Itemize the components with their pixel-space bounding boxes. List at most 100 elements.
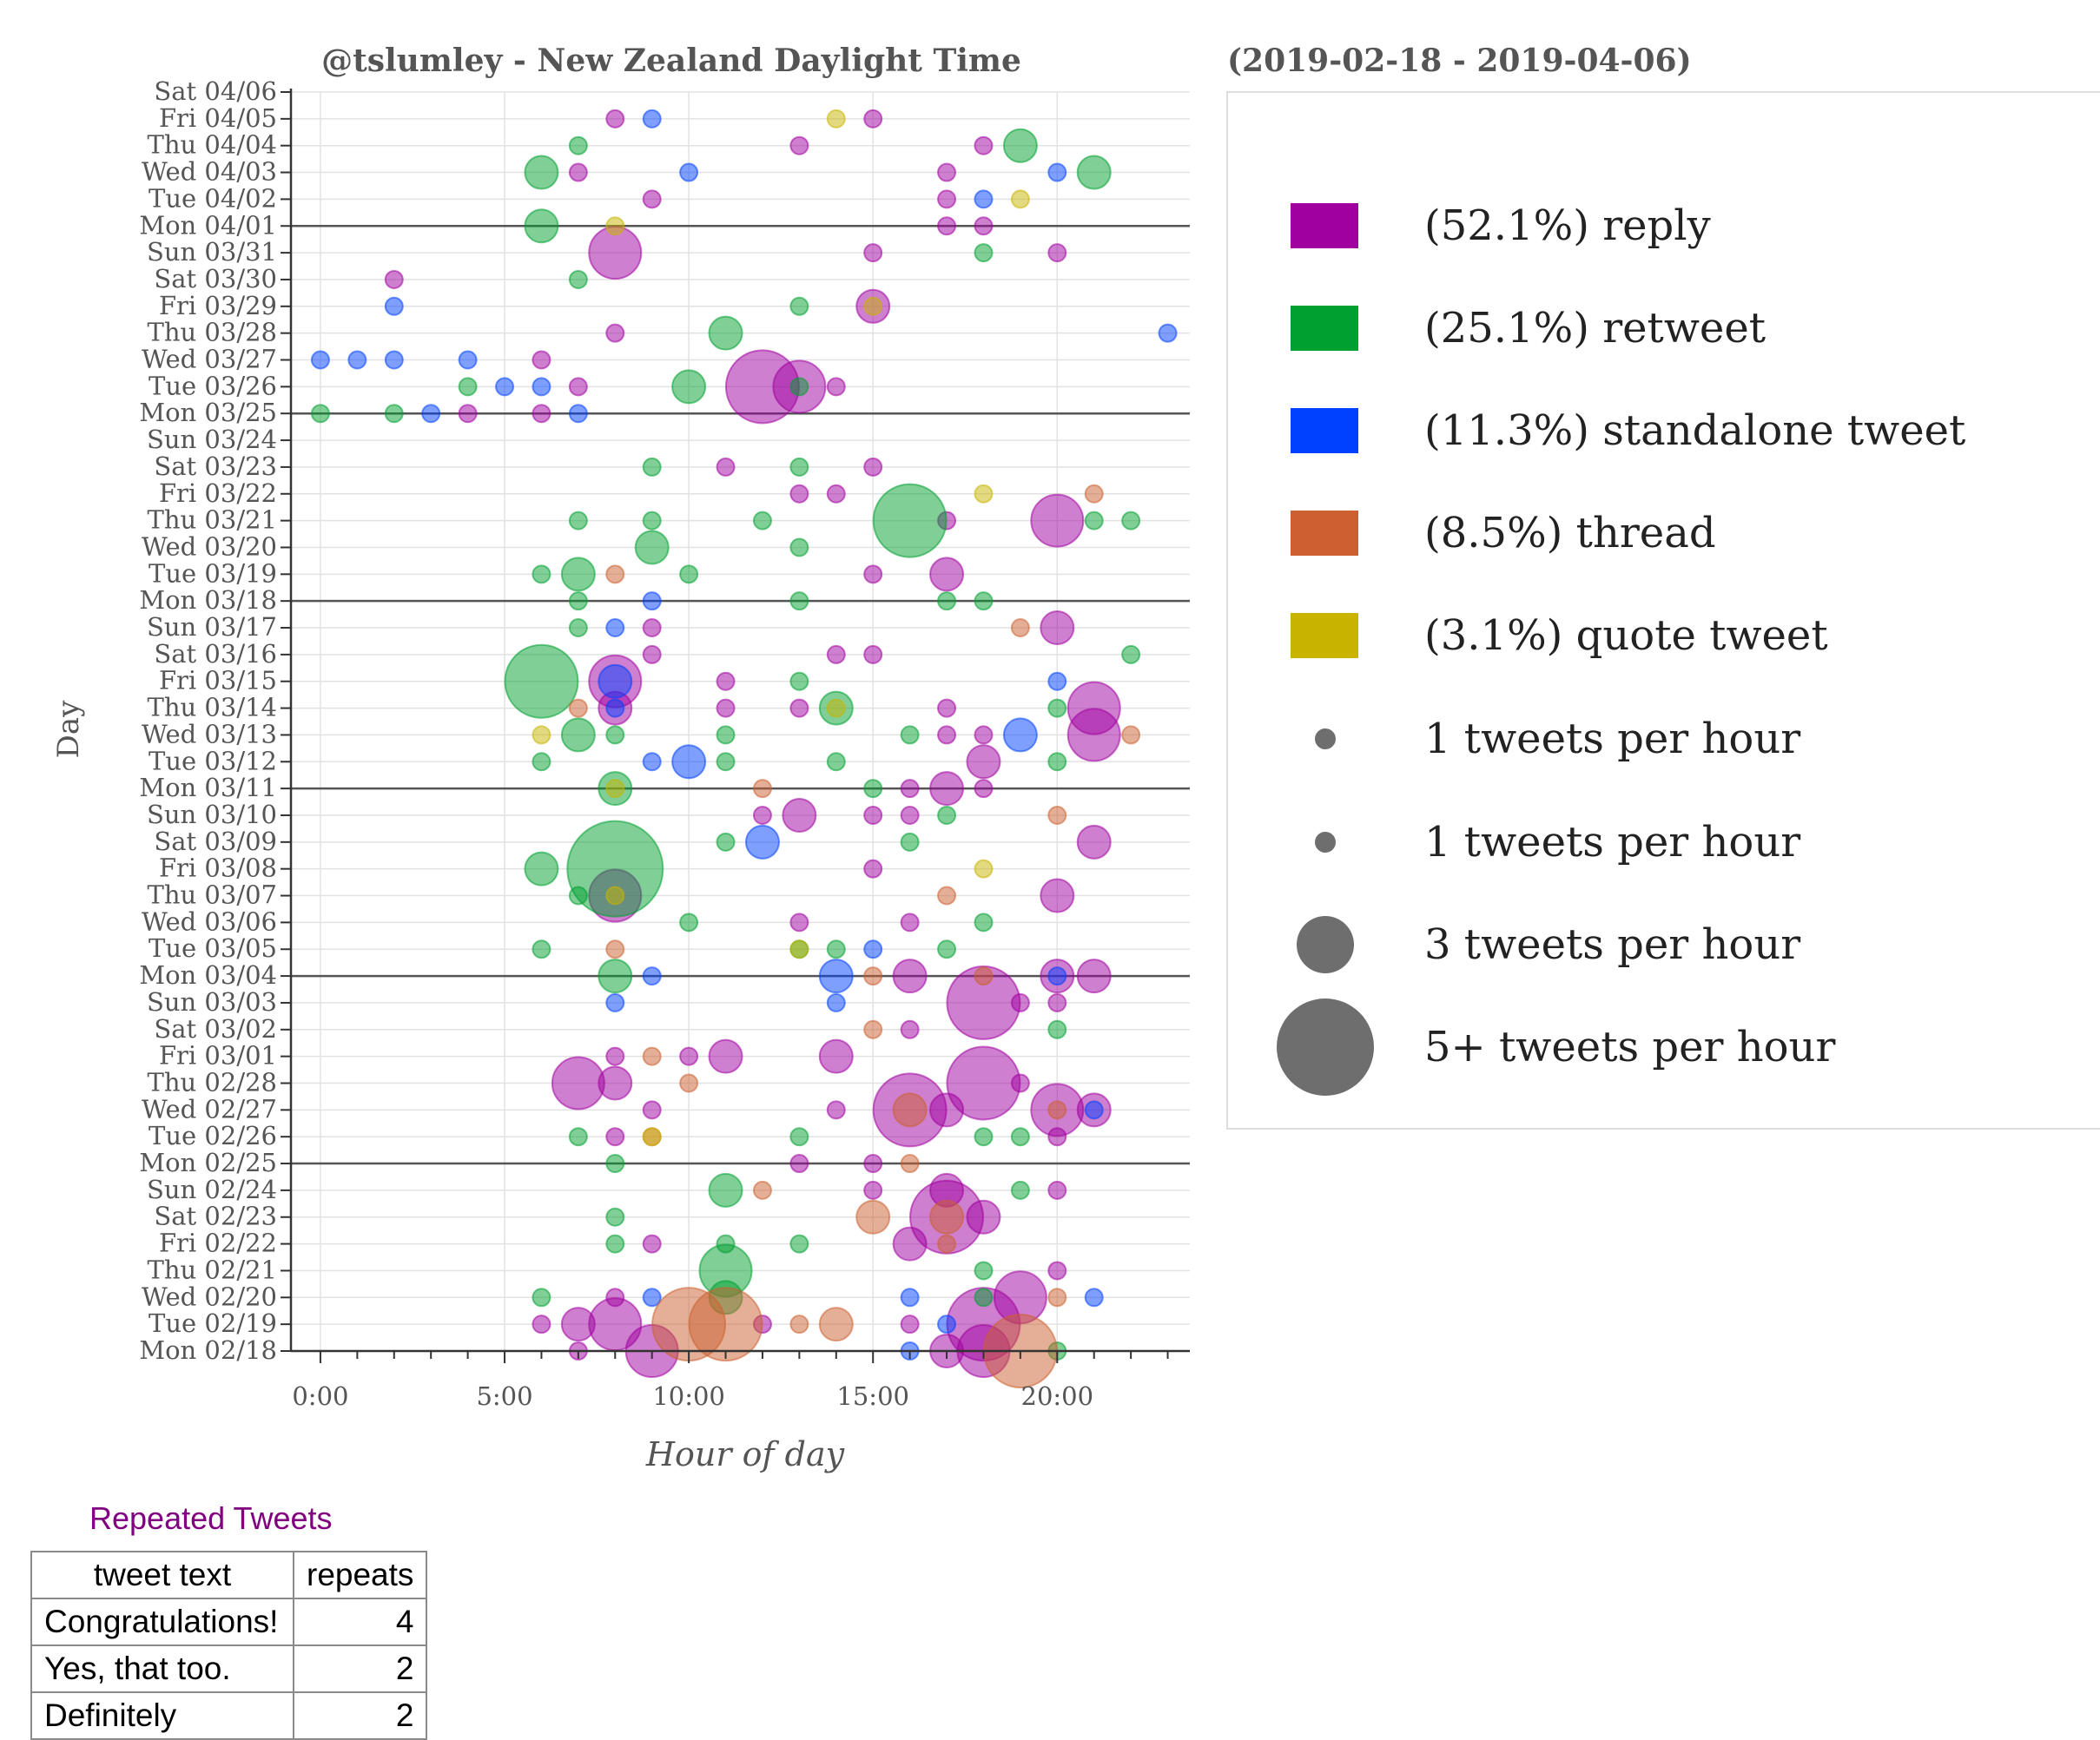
bubble-retweet — [458, 377, 478, 397]
bubble-retweet — [716, 752, 736, 772]
bubble-retweet — [568, 511, 588, 531]
bubble-retweet — [605, 1234, 625, 1254]
y-tick-label: Sun 03/10 — [147, 800, 277, 829]
bubble-reply — [532, 1315, 551, 1335]
legend-label-retweet: (25.1%) retweet — [1424, 304, 1766, 353]
bubble-reply — [1076, 959, 1112, 994]
legend-swatch-quote — [1291, 613, 1358, 658]
bubble-reply — [1040, 610, 1075, 646]
bubble-reply — [974, 216, 994, 236]
bubble-retweet — [974, 913, 994, 933]
y-tick-label: Tue 03/12 — [149, 746, 277, 775]
bubble-retweet — [974, 243, 994, 263]
y-tick-label: Fri 04/05 — [159, 103, 277, 133]
bubble-retweet — [560, 717, 596, 753]
table-row: Yes, that too. 2 — [30, 1644, 428, 1693]
tweet-text-cell: Congratulations! — [30, 1598, 294, 1646]
bubble-reply — [789, 1154, 809, 1174]
y-tick-label: Thu 03/28 — [148, 318, 278, 347]
legend-size-marker — [1315, 832, 1336, 853]
y-tick-label: Sat 03/02 — [154, 1014, 277, 1044]
bubble-retweet — [524, 208, 559, 244]
bubble-retweet — [789, 296, 809, 316]
bubble-quote — [974, 484, 994, 504]
tweet-activity-chart: @tslumley - New Zealand Daylight Time (2… — [51, 43, 2100, 1473]
bubble-standalone — [384, 296, 404, 316]
bubble-retweet — [1047, 1019, 1067, 1039]
bubble-standalone — [642, 591, 662, 611]
bubble-reply — [900, 1315, 920, 1335]
tweet-text-cell: Yes, that too. — [30, 1644, 294, 1693]
bubble-standalone — [605, 618, 625, 638]
bubble-thread — [974, 966, 994, 986]
bubble-reply — [900, 1019, 920, 1039]
bubble-reply — [929, 1092, 965, 1128]
bubble-reply — [937, 216, 957, 236]
bubble-thread — [605, 564, 625, 584]
bubble-reply — [863, 243, 883, 263]
bubble-reply — [937, 725, 957, 745]
bubble-retweet — [872, 483, 948, 558]
bubble-retweet — [679, 913, 699, 933]
bubble-retweet — [598, 959, 633, 994]
bubble-standalone — [1158, 323, 1178, 343]
y-axis-label: Day — [51, 700, 86, 759]
bubble-reply — [863, 859, 883, 879]
bubble-reply — [605, 1046, 625, 1066]
bubble-retweet — [532, 564, 551, 584]
bubble-retweet — [974, 1127, 994, 1147]
bubble-retweet — [1121, 644, 1141, 664]
bubble-retweet — [789, 537, 809, 557]
legend-swatch-standalone — [1291, 408, 1358, 453]
legend-size-marker — [1277, 999, 1374, 1096]
bubble-retweet — [937, 939, 957, 959]
bubble-reply — [892, 1226, 928, 1262]
bubble-thread — [937, 886, 957, 906]
bubble-quote — [1010, 189, 1030, 209]
y-tick-label: Mon 03/18 — [139, 585, 277, 615]
bubble-retweet — [863, 779, 883, 799]
bubble-retweet — [1010, 1180, 1030, 1200]
bubble-thread — [752, 1180, 772, 1200]
bubble-reply — [642, 618, 662, 638]
bubble-standalone — [605, 698, 625, 718]
bubble-retweet — [568, 1127, 588, 1147]
bubble-reply — [863, 805, 883, 825]
bubble-reply — [605, 1127, 625, 1147]
bubble-thread — [863, 1019, 883, 1039]
bubble-retweet — [1047, 752, 1067, 772]
bubble-retweet — [937, 591, 957, 611]
legend-swatch-reply — [1291, 203, 1358, 248]
y-tick-label: Thu 03/21 — [148, 505, 278, 535]
bubble-standalone — [1047, 671, 1067, 691]
bubble-quote — [789, 939, 809, 959]
bubble-retweet — [974, 1288, 994, 1308]
bubble-reply — [900, 913, 920, 933]
bubble-retweet — [716, 832, 736, 852]
bubble-reply — [642, 644, 662, 664]
bubble-standalone — [495, 377, 515, 397]
bubble-thread — [855, 1199, 891, 1235]
y-tick-label: Tue 03/26 — [149, 371, 277, 400]
y-tick-label: Fri 03/08 — [159, 854, 277, 883]
y-tick-label: Wed 02/20 — [142, 1282, 277, 1311]
bubble-retweet — [568, 618, 588, 638]
bubble-thread — [1121, 725, 1141, 745]
repeated-tweets-table: tweet text repeats Congratulations! 4 Ye… — [30, 1551, 428, 1740]
tweet-text-cell: Definitely — [30, 1691, 294, 1740]
bubble-retweet — [568, 591, 588, 611]
bubble-reply — [863, 564, 883, 584]
y-tick-label: Sun 03/03 — [147, 987, 277, 1017]
bubble-standalone — [1047, 162, 1067, 182]
column-header-tweet-text: tweet text — [30, 1551, 294, 1599]
bubble-reply — [892, 959, 928, 994]
legend: (52.1%) reply (25.1%) retweet (11.3%) stan… — [1226, 91, 2100, 1130]
bubble-retweet — [504, 643, 579, 719]
y-tick-label: Fri 02/22 — [159, 1229, 277, 1258]
bubble-retweet — [605, 725, 625, 745]
bubble-reply — [1047, 1261, 1067, 1281]
bubble-reply — [1047, 992, 1067, 1012]
bubble-retweet — [568, 269, 588, 289]
bubble-retweet — [789, 457, 809, 477]
